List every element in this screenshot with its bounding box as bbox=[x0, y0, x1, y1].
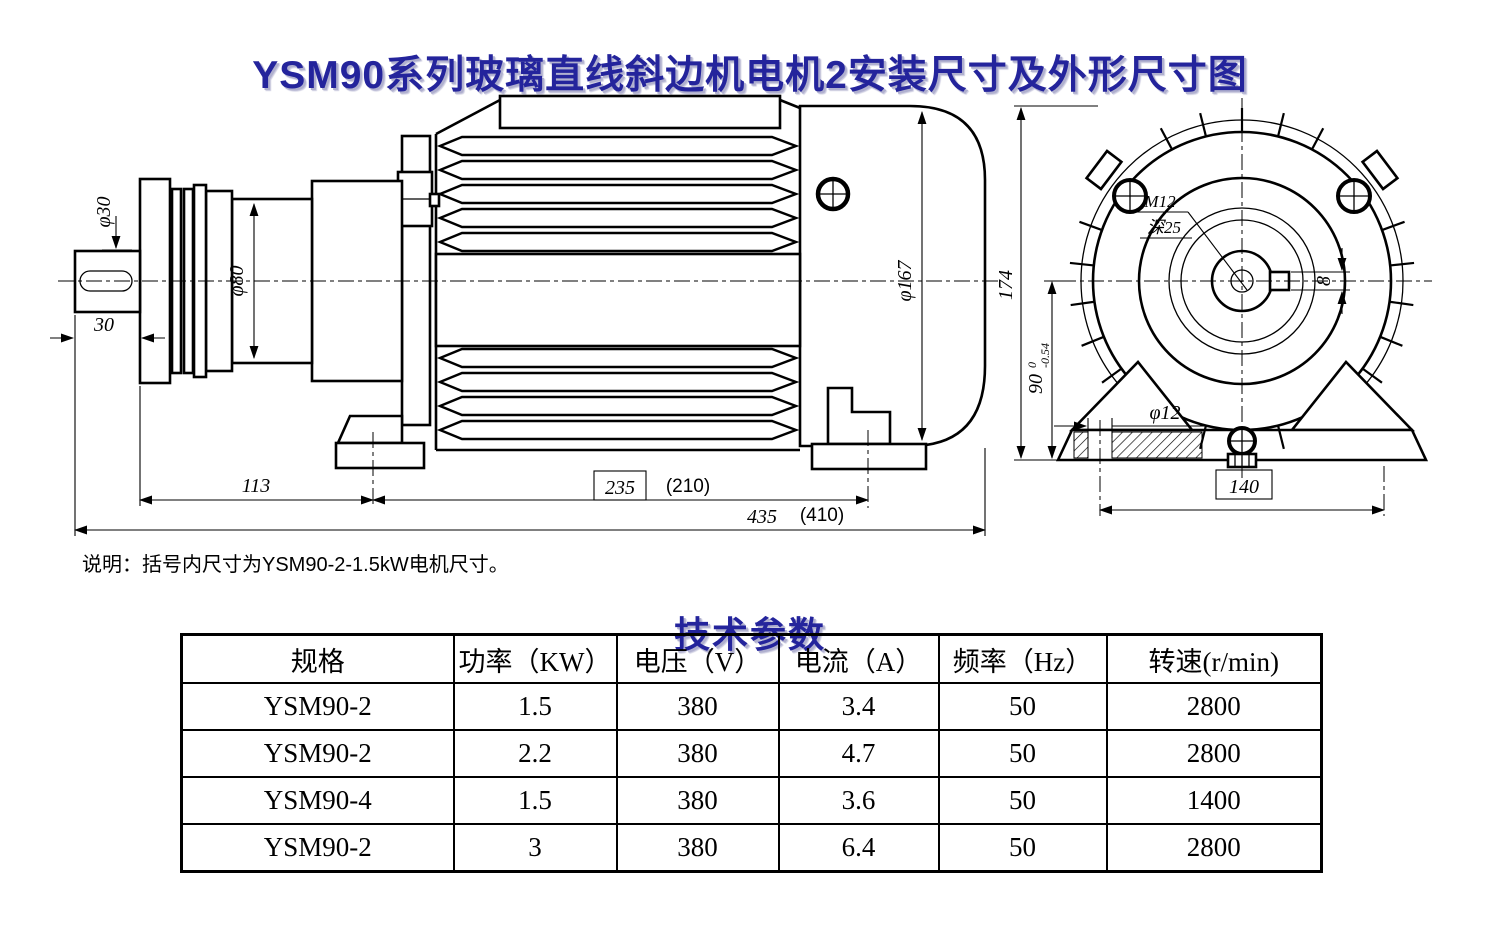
dim-center-height-tol-lower: -0.54 bbox=[1038, 343, 1052, 368]
cell-speed: 2800 bbox=[1105, 682, 1323, 731]
dim-shaft-diameter: φ30 bbox=[93, 196, 115, 227]
side-feet bbox=[334, 386, 928, 471]
dim-hub-diameter: φ80 bbox=[226, 265, 248, 296]
spec-table-header-row: 规格 功率（KW） 电压（V） 电流（A） 频率（Hz） 转速(r/min) bbox=[180, 633, 1323, 684]
cell-frequency: 50 bbox=[937, 823, 1108, 873]
cell-speed: 1400 bbox=[1105, 776, 1323, 825]
dim-box bbox=[1215, 469, 1273, 500]
dim-center-height: 90 bbox=[1025, 374, 1047, 394]
dim-key-width: 8 bbox=[1313, 276, 1335, 286]
housing-bolt-icon bbox=[815, 176, 851, 212]
cell-voltage: 380 bbox=[615, 729, 780, 778]
hatch-right bbox=[1111, 431, 1203, 459]
dim-foot-hole-spacing: 140 bbox=[1229, 476, 1259, 498]
cell-model: YSM90-2 bbox=[180, 729, 455, 778]
flange-bolt-right bbox=[1336, 149, 1400, 214]
left-foot-gusset bbox=[335, 414, 404, 445]
cell-power: 2.2 bbox=[452, 729, 618, 778]
col-header-voltage: 电压（V） bbox=[615, 633, 780, 684]
col-header-power: 功率（KW） bbox=[452, 633, 618, 684]
cell-current: 3.6 bbox=[777, 776, 940, 825]
cell-frequency: 50 bbox=[937, 682, 1108, 731]
table-row: YSM90-4 1.5 380 3.6 50 1400 bbox=[180, 776, 1323, 825]
dim-box bbox=[593, 470, 647, 501]
center-band bbox=[434, 252, 802, 348]
page-title: YSM90系列玻璃直线斜边机电机2安装尺寸及外形尺寸图 bbox=[252, 54, 1248, 98]
col-header-current: 电流（A） bbox=[777, 633, 940, 684]
col-header-speed: 转速(r/min) bbox=[1105, 633, 1323, 684]
tap-callout: M12 深25 bbox=[1136, 192, 1248, 291]
side-view bbox=[73, 94, 987, 471]
dim-overall-height: 174 bbox=[995, 270, 1017, 300]
dim-front-to-foot: 113 bbox=[242, 475, 271, 497]
fin-body bbox=[434, 94, 802, 452]
cell-voltage: 380 bbox=[615, 823, 780, 873]
dim-shaft-length: 30 bbox=[93, 314, 114, 336]
cell-current: 3.4 bbox=[777, 682, 940, 731]
cell-voltage: 380 bbox=[615, 682, 780, 731]
cell-model: YSM90-2 bbox=[180, 823, 455, 873]
right-foot-base bbox=[810, 442, 928, 471]
cell-frequency: 50 bbox=[937, 776, 1108, 825]
dim-total-length-alt: (410) bbox=[800, 505, 844, 526]
cell-power: 1.5 bbox=[452, 682, 618, 731]
hub-cylinder bbox=[230, 197, 314, 365]
dim-foot-hole-diameter: φ12 bbox=[1149, 402, 1180, 424]
flange-bolt-left bbox=[1084, 149, 1148, 214]
table-row: YSM90-2 1.5 380 3.4 50 2800 bbox=[180, 682, 1323, 731]
cell-current: 6.4 bbox=[777, 823, 940, 873]
dim-center-height-group: 90 0 -0.54 bbox=[1025, 343, 1052, 394]
table-row: YSM90-2 2.2 380 4.7 50 2800 bbox=[180, 729, 1323, 778]
tap-depth-label: 深25 bbox=[1147, 218, 1181, 237]
gusset-right bbox=[1289, 360, 1416, 432]
spec-table: 规格 功率（KW） 电压（V） 电流（A） 频率（Hz） 转速(r/min) Y… bbox=[180, 633, 1323, 873]
dim-center-height-tol-upper: 0 bbox=[1025, 362, 1039, 368]
col-header-frequency: 频率（Hz） bbox=[937, 633, 1108, 684]
tap-size-label: M12 bbox=[1143, 192, 1176, 211]
centerlines bbox=[58, 98, 1432, 516]
col-header-model: 规格 bbox=[180, 633, 455, 684]
drawing-note: 说明：括号内尺寸为YSM90-2-1.5kW电机尺寸。 bbox=[82, 554, 509, 576]
dim-foot-spacing-alt: (210) bbox=[666, 476, 710, 497]
table-row: YSM90-2 3 380 6.4 50 2800 bbox=[180, 823, 1323, 873]
left-foot-base bbox=[334, 441, 426, 470]
cell-current: 4.7 bbox=[777, 729, 940, 778]
dim-total-length: 435 bbox=[747, 506, 777, 528]
cell-model: YSM90-2 bbox=[180, 682, 455, 731]
cell-power: 1.5 bbox=[452, 776, 618, 825]
dimensions-front: 174 90 0 -0.54 M12 深25 8 φ12 140 bbox=[995, 105, 1386, 515]
dim-body-diameter: φ167 bbox=[894, 259, 916, 301]
dim-foot-spacing: 235 bbox=[605, 477, 635, 499]
top-plate bbox=[498, 94, 782, 130]
cell-voltage: 380 bbox=[615, 776, 780, 825]
cell-speed: 2800 bbox=[1105, 823, 1323, 873]
dimensions-side: φ30 30 φ80 φ167 113 235 (210) 435 (410) bbox=[50, 110, 987, 536]
cell-speed: 2800 bbox=[1105, 729, 1323, 778]
cell-model: YSM90-4 bbox=[180, 776, 455, 825]
cell-power: 3 bbox=[452, 823, 618, 873]
hatch-left bbox=[1073, 431, 1089, 459]
cell-frequency: 50 bbox=[937, 729, 1108, 778]
